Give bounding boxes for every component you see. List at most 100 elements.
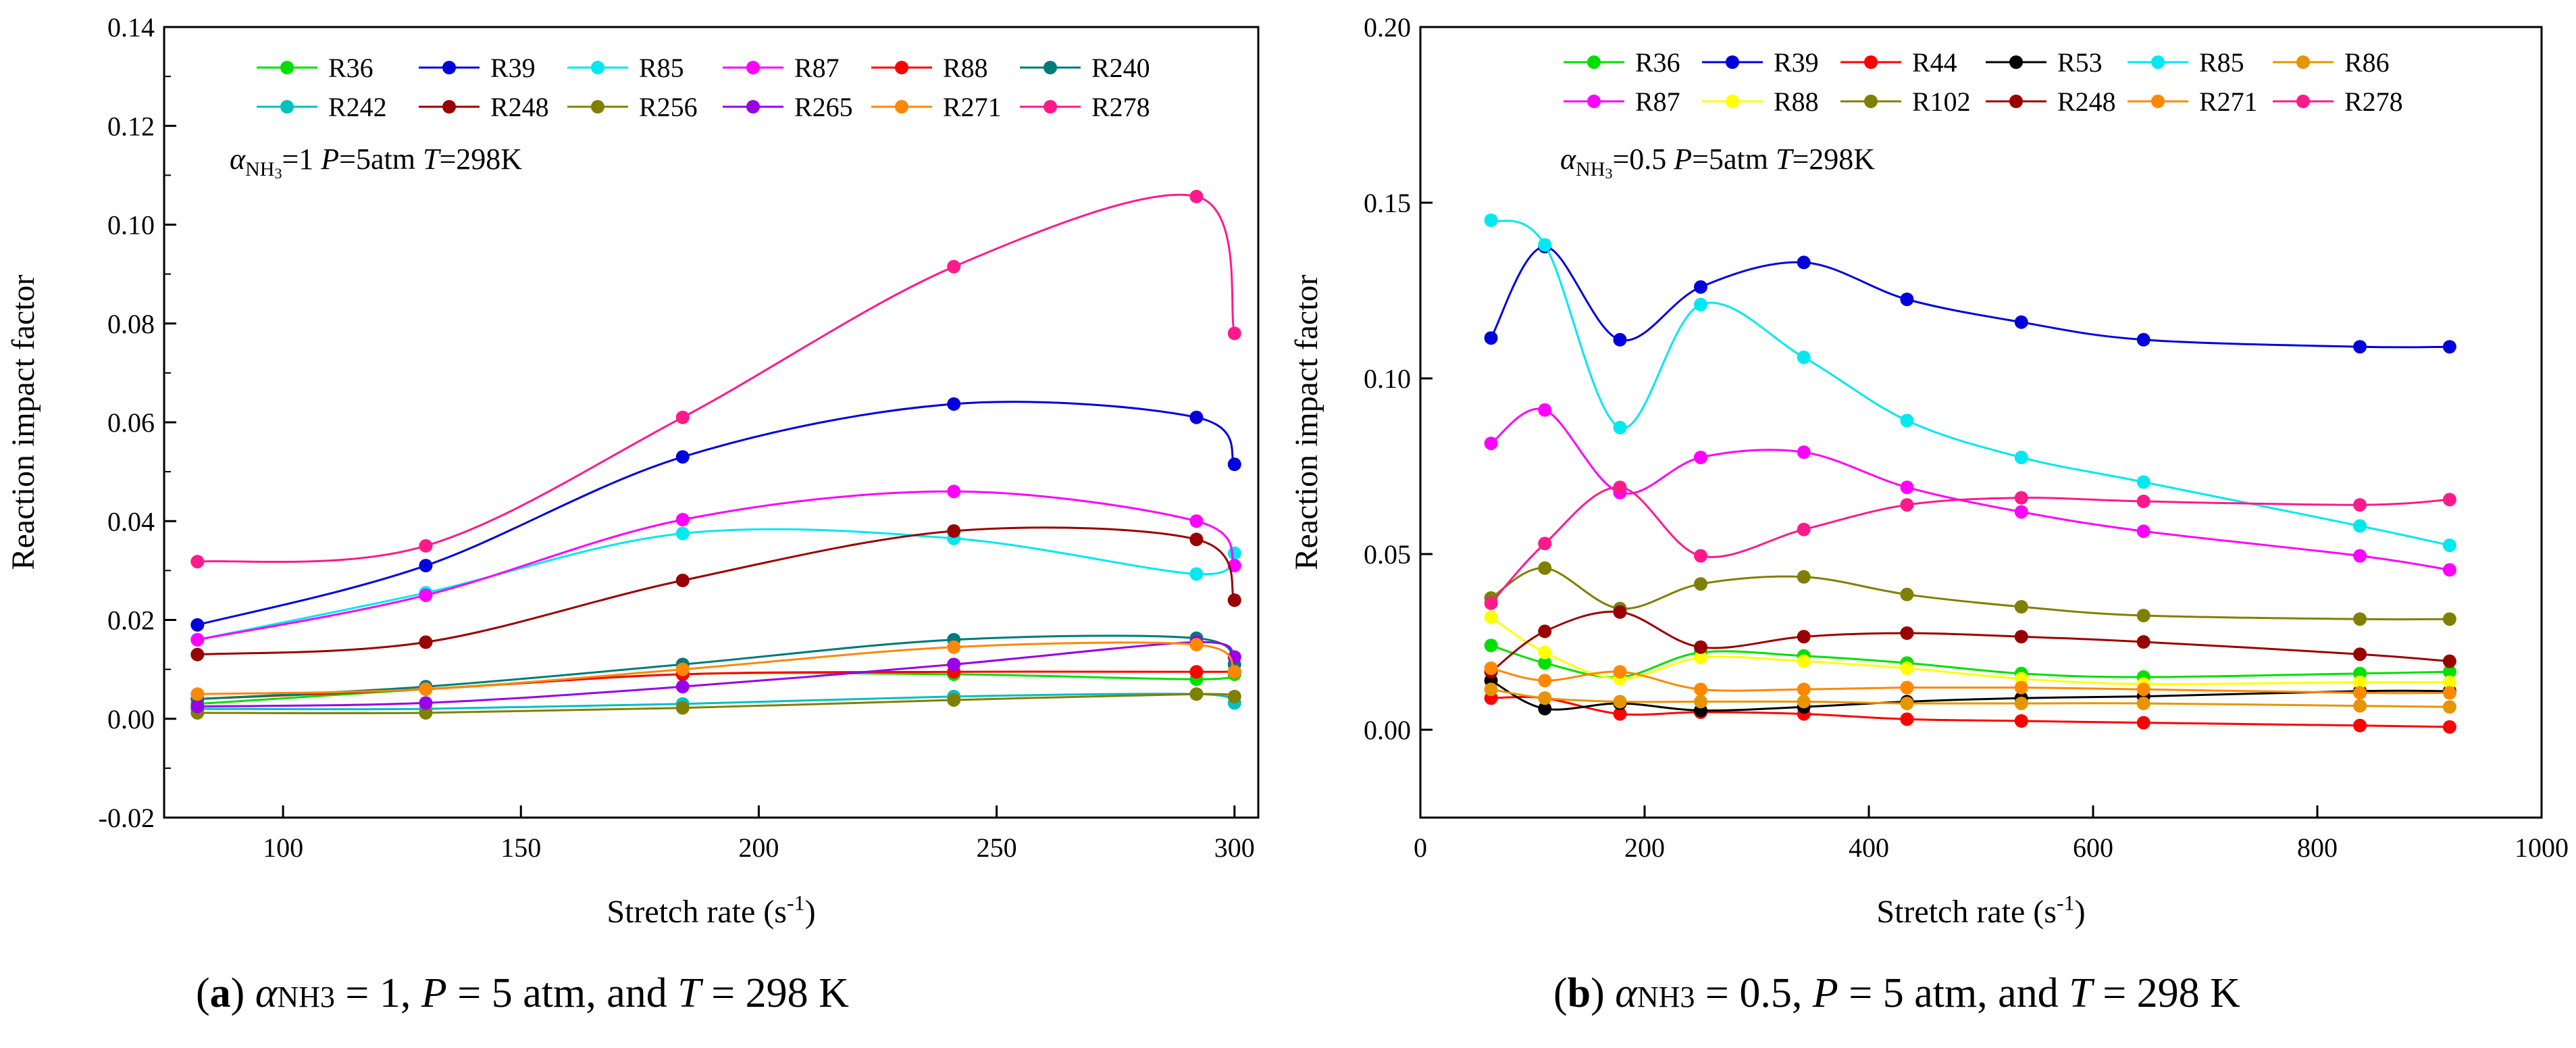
data-point-R88 <box>1900 662 1914 675</box>
y-tick-label: 0.12 <box>107 111 155 141</box>
legend-label: R88 <box>943 53 988 83</box>
data-point-R102 <box>1694 577 1707 591</box>
data-point-R87 <box>1797 445 1811 459</box>
data-point-R278 <box>1484 596 1498 610</box>
data-point-R86 <box>1900 697 1914 710</box>
data-point-R39 <box>1694 280 1707 294</box>
data-point-R271 <box>947 640 961 654</box>
data-point-R102 <box>2353 612 2367 626</box>
data-point-R87 <box>419 588 433 602</box>
series-R278 <box>190 189 1241 569</box>
data-point-R271 <box>1227 665 1241 679</box>
x-axis-label: Stretch rate (s-1) <box>607 891 815 930</box>
data-point-R44 <box>2353 718 2367 732</box>
data-point-R86 <box>2136 697 2150 710</box>
data-point-R85 <box>1484 214 1498 227</box>
legend-label: R278 <box>1091 92 1150 122</box>
data-point-R102 <box>2442 612 2456 626</box>
legend-entry-R88: R88 <box>871 53 988 83</box>
data-point-R44 <box>1900 712 1914 726</box>
series-R271 <box>1484 662 2456 700</box>
x-axis-label: Stretch rate (s-1) <box>1876 891 2085 930</box>
legend-marker <box>591 61 604 74</box>
data-point-R278 <box>2014 491 2028 505</box>
data-point-R87 <box>2014 505 2028 519</box>
data-point-R88 <box>2442 675 2456 689</box>
y-tick-label: 0.06 <box>107 407 155 438</box>
legend-marker <box>895 100 908 114</box>
data-point-R248 <box>2353 647 2367 662</box>
series-line-R39 <box>197 401 1236 626</box>
legend-label: R85 <box>2199 47 2244 78</box>
series-R271 <box>190 638 1241 701</box>
x-tick-label: 800 <box>2297 832 2338 863</box>
data-point-R248 <box>2014 630 2028 644</box>
series-line-R248 <box>1490 610 2450 673</box>
legend-entry-R278: R278 <box>1020 92 1150 122</box>
data-point-R87 <box>2442 563 2456 577</box>
data-point-R271 <box>1538 674 1552 688</box>
legend-entry-R248: R248 <box>419 92 549 122</box>
legend-entry-R39: R39 <box>1702 47 1819 78</box>
data-point-R271 <box>419 682 433 696</box>
data-point-R87 <box>1900 480 1914 495</box>
series-line-R278 <box>1490 486 2450 604</box>
legend-label: R86 <box>2344 47 2390 78</box>
data-point-R265 <box>190 699 205 714</box>
data-point-R86 <box>2014 697 2028 710</box>
legend-entry-R271: R271 <box>2128 86 2258 117</box>
data-point-R256 <box>419 705 433 720</box>
data-point-R271 <box>675 662 690 676</box>
data-point-R87 <box>190 632 205 647</box>
data-point-R248 <box>1538 624 1552 639</box>
legend-marker <box>746 61 760 74</box>
data-point-R271 <box>2136 682 2150 697</box>
legend-marker <box>1044 61 1057 74</box>
legend-marker <box>1726 95 1739 108</box>
series-R278 <box>1484 480 2456 610</box>
data-point-R88 <box>2353 675 2367 689</box>
data-point-R86 <box>1613 695 1627 709</box>
data-point-R86 <box>1797 695 1811 709</box>
data-point-R248 <box>2442 654 2456 668</box>
legend-marker <box>442 61 456 74</box>
data-point-R39 <box>1797 255 1811 270</box>
data-point-R85 <box>2353 519 2367 533</box>
data-point-R39 <box>1900 293 1914 306</box>
data-point-R271 <box>2353 686 2367 700</box>
data-point-R278 <box>2353 498 2367 512</box>
data-point-R278 <box>1189 189 1204 203</box>
legend-entry-R256: R256 <box>567 92 698 122</box>
data-point-R271 <box>1613 665 1627 679</box>
data-point-R39 <box>1227 457 1241 472</box>
chart-b: 0.00 0.05 0.10 0.15 0.20 0 200 400 600 800 1000 Str… <box>1289 12 2569 930</box>
y-tick-label: -0.02 <box>99 803 155 833</box>
data-point-R85 <box>1694 297 1707 311</box>
x-tick-label: 250 <box>977 832 1017 863</box>
legend-label: R36 <box>1635 47 1680 78</box>
x-tick-label: 100 <box>263 832 303 863</box>
data-point-R256 <box>675 701 690 715</box>
y-tick-label: 0.04 <box>107 506 155 537</box>
legend-entry-R265: R265 <box>723 92 853 122</box>
chart-a: -0.02 0.00 0.02 0.04 0.06 0.08 0.10 0.12 0.14 100… <box>5 12 1260 930</box>
data-point-R44 <box>2136 716 2150 730</box>
plot-frame <box>1419 26 2543 819</box>
data-point-R44 <box>1613 707 1627 721</box>
y-tick-label: 0.10 <box>107 210 155 241</box>
data-point-R278 <box>1694 549 1707 563</box>
data-point-R85 <box>2442 539 2456 552</box>
legend-entry-R102: R102 <box>1840 86 1971 117</box>
data-point-R248 <box>675 574 690 587</box>
data-point-R256 <box>1227 689 1241 703</box>
data-point-R248 <box>947 524 961 538</box>
data-point-R86 <box>2442 700 2456 714</box>
y-tick-label: 0.20 <box>1364 12 1411 43</box>
legend-label: R87 <box>1635 86 1680 117</box>
data-point-R278 <box>419 539 433 553</box>
legend-entry-R87: R87 <box>723 53 840 83</box>
series-line-R256 <box>197 693 1235 715</box>
legend-label: R248 <box>490 92 549 122</box>
data-point-R85 <box>675 526 690 541</box>
legend-entry-R85: R85 <box>2128 47 2244 78</box>
